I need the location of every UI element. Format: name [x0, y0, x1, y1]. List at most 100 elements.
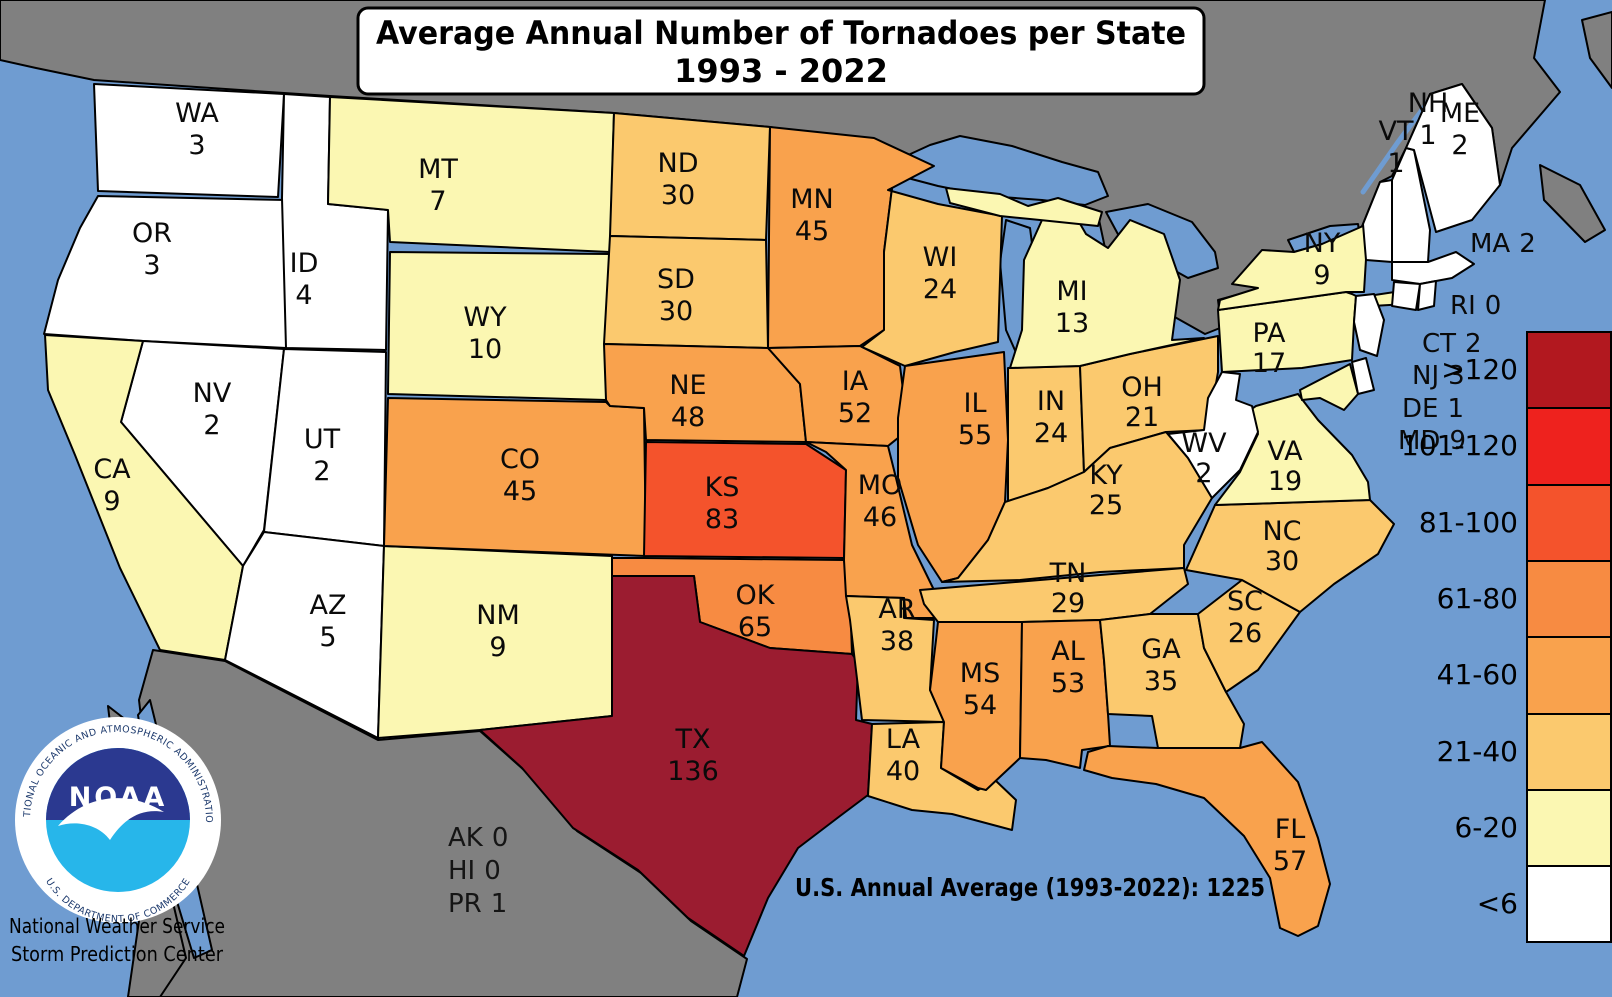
legend-swatch-101-120: [1526, 407, 1612, 486]
label-ca: CA 9: [93, 454, 131, 517]
label-ga: GA 35: [1141, 634, 1181, 697]
label-ok: OK 65: [736, 580, 776, 643]
newfoundland-island: [1581, 11, 1612, 89]
legend-swatch-21-40: [1526, 713, 1612, 791]
legend-swatch-gt120: [1526, 331, 1612, 409]
label-nc: NC 30: [1262, 516, 1301, 577]
label-md: MD 9: [1398, 426, 1466, 456]
label-vt: VT 1: [1379, 116, 1414, 179]
states: [43, 83, 1501, 957]
label-mi: MI 13: [1055, 276, 1089, 339]
label-sd: SD 30: [657, 264, 695, 327]
state-wa: [93, 83, 285, 198]
legend-label-6-20: 6-20: [1454, 811, 1518, 844]
label-az: AZ 5: [310, 590, 347, 653]
label-nh: NH 1: [1408, 88, 1449, 151]
label-wa: WA 3: [175, 98, 219, 161]
label-tx: TX 136: [667, 724, 719, 787]
state-mi-upper: [945, 187, 1103, 227]
label-wi: WI 24: [923, 242, 958, 305]
label-wv: WV 2: [1181, 428, 1227, 489]
label-pr: PR 1: [448, 889, 507, 919]
label-tn: TN 29: [1049, 558, 1087, 619]
label-co: CO 45: [500, 444, 540, 507]
legend-label-21-40: 21-40: [1437, 735, 1518, 768]
noaa-wordmark: NOAA: [69, 782, 168, 813]
label-la: LA 40: [886, 724, 921, 787]
legend-label-101-120: 101-120: [1401, 429, 1518, 462]
label-ne: NE 48: [669, 370, 706, 433]
legend-label-gt120: >120: [1441, 353, 1518, 386]
label-ms: MS 54: [960, 658, 1000, 721]
state-ct: [1391, 281, 1421, 311]
label-me: ME 2: [1440, 98, 1480, 161]
state-fl: [1083, 741, 1331, 937]
label-va: VA 19: [1267, 436, 1303, 497]
state-ga: [1099, 613, 1245, 749]
nova-scotia: [1539, 164, 1606, 243]
label-ct: CT 2: [1422, 329, 1482, 359]
label-ia: IA 52: [838, 366, 872, 429]
label-id: ID 4: [290, 248, 319, 311]
label-ma: MA 2: [1470, 229, 1536, 259]
page-title-line2: 1993 - 2022: [674, 52, 888, 90]
label-hi: HI 0: [448, 856, 501, 886]
label-il: IL 55: [958, 388, 992, 451]
label-mt: MT 7: [418, 154, 458, 217]
state-me: [1405, 83, 1501, 233]
footer: National Weather Service Storm Predictio…: [9, 914, 225, 966]
legend-label-81-100: 81-100: [1419, 506, 1518, 539]
state-az: [224, 531, 385, 739]
legend-label-41-60: 41-60: [1437, 658, 1518, 691]
legend-swatch-6-20: [1526, 789, 1612, 867]
state-ma: [1391, 251, 1475, 285]
us-annual-average: U.S. Annual Average (1993-2022): 1225: [795, 873, 1265, 902]
label-ny: NY 9: [1304, 228, 1341, 291]
state-ca: [44, 334, 244, 661]
label-wy: WY 10: [463, 302, 507, 365]
label-in: IN 24: [1034, 386, 1068, 449]
label-nd: ND 30: [658, 148, 699, 211]
state-labels: WA 3 OR 3 ID 4 MT 7 WY 10 NV 2 UT 2 CA 9 AZ 5 NM 9…: [93, 88, 1535, 877]
label-nm: NM 9: [476, 600, 520, 663]
legend-swatch-61-80: [1526, 560, 1612, 638]
state-ky: [941, 431, 1213, 583]
legend: >120 101-120 81-100 61-80 41-60 21-40 6-…: [1401, 331, 1612, 943]
label-ak: AK 0: [448, 823, 508, 853]
label-ut: UT 2: [304, 424, 341, 487]
state-ri: [1417, 280, 1437, 311]
label-oh: OH 21: [1121, 372, 1163, 433]
label-ar: AR 38: [878, 594, 915, 657]
legend-swatch-41-60: [1526, 636, 1612, 715]
state-wv: [1167, 371, 1259, 499]
label-ks: KS 83: [705, 472, 740, 535]
footer-line1: National Weather Service: [9, 914, 225, 938]
label-nv: NV 2: [193, 378, 232, 441]
label-mn: MN 45: [790, 184, 834, 247]
noaa-seagull-icon: [58, 798, 164, 840]
label-pa: PA 17: [1252, 318, 1286, 379]
page-title-line1: Average Annual Number of Tornadoes per S…: [376, 14, 1186, 52]
label-ri: RI 0: [1450, 291, 1501, 321]
legend-swatch-81-100: [1526, 484, 1612, 562]
footer-line2: Storm Prediction Center: [11, 942, 224, 966]
label-de: DE 1: [1402, 394, 1464, 424]
label-mo: MO 46: [858, 470, 903, 533]
legend-label-61-80: 61-80: [1437, 582, 1518, 615]
state-md: [1299, 363, 1359, 411]
state-tx: [479, 575, 873, 957]
legend-label-lt6: <6: [1477, 887, 1518, 920]
noaa-logo-disc-top: [46, 748, 190, 820]
inset-labels: AK 0 HI 0 PR 1: [448, 823, 508, 919]
label-fl: FL 57: [1273, 814, 1307, 877]
state-ks: [643, 441, 847, 559]
state-nj: [1353, 293, 1385, 357]
state-nc: [1185, 499, 1395, 613]
title-block: Average Annual Number of Tornadoes per S…: [356, 6, 1206, 96]
label-sc: SC 26: [1227, 586, 1263, 649]
legend-swatch-lt6: [1526, 865, 1612, 943]
state-mi-lower: [1009, 209, 1205, 369]
title-box: [356, 6, 1206, 96]
